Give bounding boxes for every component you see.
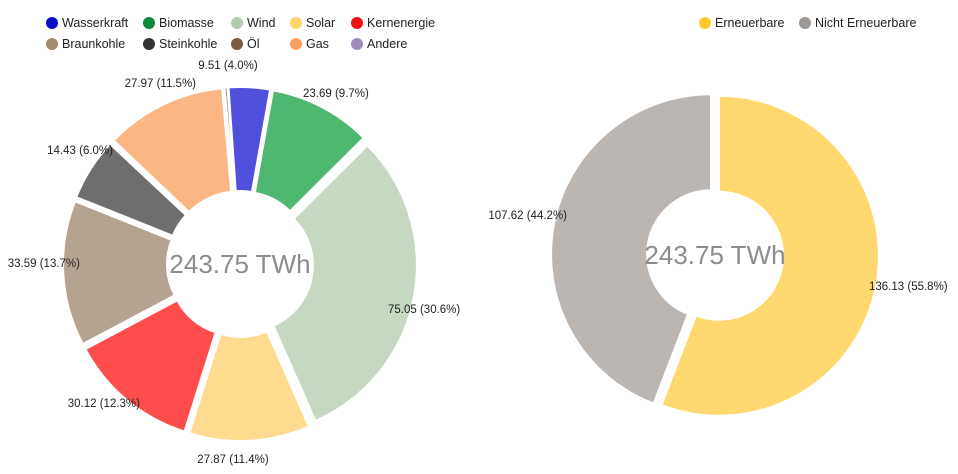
slice-solar[interactable]	[188, 330, 310, 442]
data-label-wind: 75.05 (30.6%)	[388, 304, 460, 316]
slice-biomasse[interactable]	[253, 89, 365, 213]
legend-label: Gas	[306, 37, 329, 51]
legend-dot	[290, 17, 302, 29]
legend-item-kernenergie[interactable]: Kernenergie	[351, 16, 435, 30]
data-label-steinkohle: 14.43 (6.0%)	[47, 145, 113, 157]
data-label-braunkohle: 33.59 (13.7%)	[8, 258, 80, 270]
legend-dot	[351, 38, 363, 50]
legend-dot	[351, 17, 363, 29]
slice-oel[interactable]	[109, 141, 189, 216]
slice-steinkohle[interactable]	[75, 143, 187, 237]
legend-item-steinkohle[interactable]: Steinkohle	[143, 37, 217, 51]
slice-erneuerbare[interactable]	[660, 94, 880, 417]
legend-item-oel[interactable]: Öl	[231, 37, 260, 51]
legend-label: Andere	[367, 37, 408, 51]
legend-dot	[290, 38, 302, 50]
center-total-label: 243.75 TWh	[169, 249, 310, 279]
legend-item-wind[interactable]: Wind	[231, 16, 275, 30]
slice-wasserkraft[interactable]	[227, 86, 272, 194]
data-label-wasserkraft: 9.51 (4.0%)	[198, 60, 258, 72]
legend-label: Braunkohle	[62, 37, 126, 51]
legend-label: Solar	[306, 16, 336, 30]
legend-item-nicht-erneuerbare[interactable]: Nicht Erneuerbare	[799, 16, 916, 30]
legend-item-solar[interactable]: Solar	[290, 16, 335, 30]
data-label-biomasse: 23.69 (9.7%)	[303, 88, 369, 100]
legend-dot	[46, 17, 58, 29]
legend-item-gas[interactable]: Gas	[290, 37, 329, 51]
slice-kernenergie[interactable]	[84, 299, 217, 433]
legend-item-erneuerbare[interactable]: Erneuerbare	[699, 16, 785, 30]
slice-gas[interactable]	[112, 87, 233, 214]
legend-label: Wasserkraft	[62, 16, 129, 30]
donut-chart-energy-sources: 9.51 (4.0%) 23.69 (9.7%) 75.05 (30.6%) 27.8…	[8, 60, 461, 466]
legend-item-andere[interactable]: Andere	[351, 37, 407, 51]
legend-label: Nicht Erneuerbare	[815, 16, 917, 30]
legend-dot	[143, 38, 155, 50]
legend-label: Öl	[247, 37, 260, 51]
legend-label: Steinkohle	[159, 37, 218, 51]
legend-label: Biomasse	[159, 16, 214, 30]
legend-dot	[231, 17, 243, 29]
center-total-label: 243.75 TWh	[644, 240, 785, 270]
slice-andere[interactable]	[223, 86, 236, 193]
legend-item-wasserkraft[interactable]: Wasserkraft	[46, 16, 128, 30]
legend-dot	[231, 38, 243, 50]
donut-chart-renewables: 136.13 (55.8%) 107.62 (44.2%) 243.75 TWh	[488, 93, 948, 417]
data-label-gas: 27.97 (11.5%)	[125, 78, 197, 90]
legend-label: Kernenergie	[367, 16, 436, 30]
legend-item-braunkohle[interactable]: Braunkohle	[46, 37, 125, 51]
legend-dot	[46, 38, 58, 50]
slice-nicht-erneuerbare[interactable]	[550, 93, 713, 405]
legend-dot	[799, 17, 811, 29]
data-label-solar: 27.87 (11.4%)	[197, 454, 269, 466]
legend-item-biomasse[interactable]: Biomasse	[143, 16, 214, 30]
legend-dot	[143, 17, 155, 29]
slice-braunkohle[interactable]	[62, 200, 176, 346]
data-label-kernenergie: 30.12 (12.3%)	[68, 398, 140, 410]
legend-label: Wind	[247, 16, 276, 30]
data-label-nicht-erneuerbare: 107.62 (44.2%)	[488, 210, 567, 222]
data-label-erneuerbare: 136.13 (55.8%)	[869, 281, 948, 293]
legend-dot	[699, 17, 711, 29]
legend-label: Erneuerbare	[715, 16, 785, 30]
slice-wind[interactable]	[272, 144, 418, 422]
